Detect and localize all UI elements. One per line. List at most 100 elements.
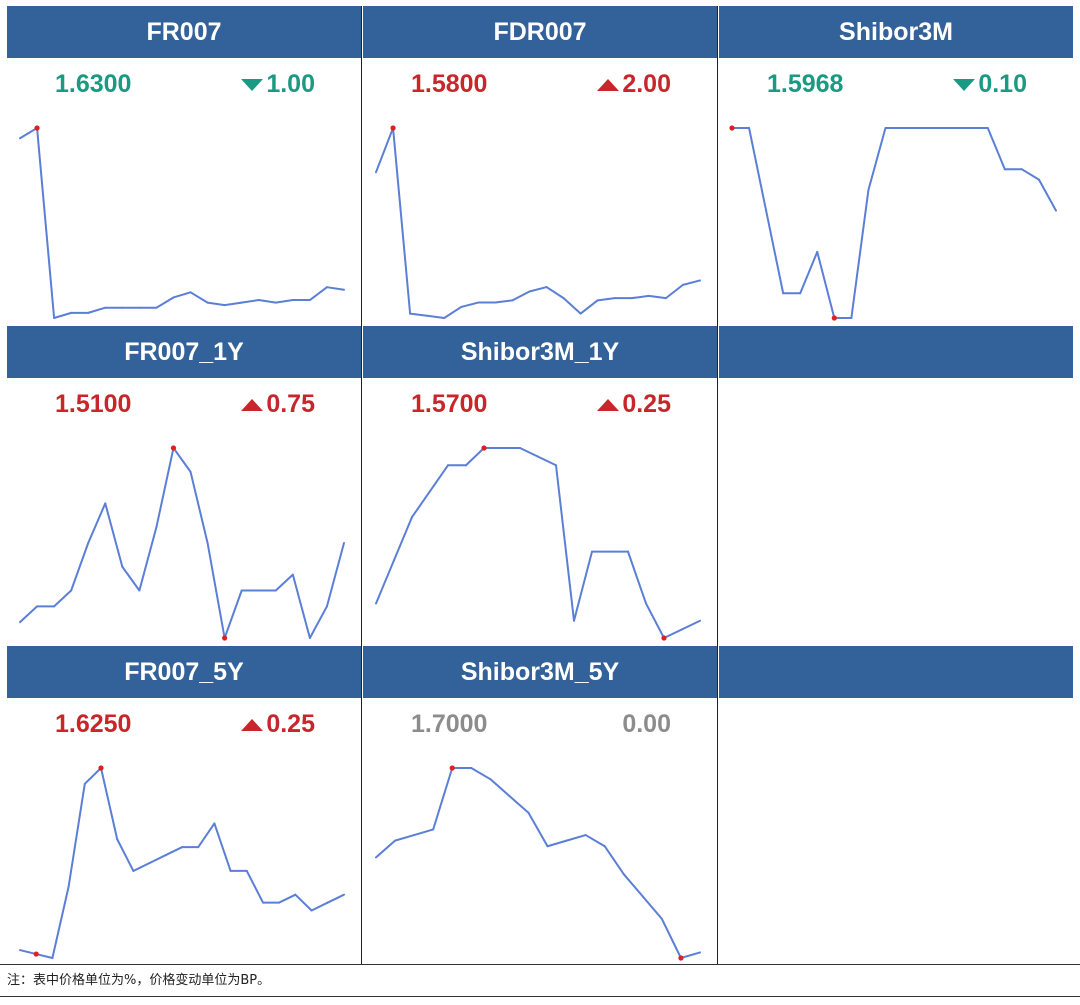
sparkline-segment bbox=[393, 516, 413, 562]
sparkline-segment bbox=[206, 542, 226, 639]
sparkline bbox=[375, 765, 701, 961]
change-text: 0.25 bbox=[622, 390, 671, 418]
sparkline-segment bbox=[155, 296, 175, 309]
sparkline-segment bbox=[308, 605, 328, 639]
sparkline-segment bbox=[429, 464, 449, 493]
header-fr007: FR007 bbox=[7, 6, 361, 58]
sparkline-segment bbox=[310, 901, 329, 912]
extreme-point bbox=[33, 951, 39, 957]
triangle-up-icon bbox=[241, 718, 264, 731]
sparkline-segment bbox=[164, 846, 183, 857]
header-empty-row2 bbox=[719, 326, 1073, 378]
sparkline-segment bbox=[116, 838, 135, 872]
sparkline-segment bbox=[138, 526, 158, 592]
sparkline-segment bbox=[83, 767, 102, 785]
sparkline-segment bbox=[679, 951, 701, 959]
sparkline-segment bbox=[663, 628, 683, 639]
sparkline-segment bbox=[394, 834, 416, 842]
sparkline-segment bbox=[681, 619, 701, 631]
change-text: 0.75 bbox=[266, 390, 315, 418]
current-value: 1.7000 bbox=[411, 710, 488, 738]
sparkline-segment bbox=[51, 885, 70, 959]
change-value: 1.00 bbox=[241, 70, 315, 99]
header-shibor3m-5y: Shibor3M_5Y bbox=[363, 646, 717, 698]
sparkline-segment bbox=[148, 854, 167, 864]
sparkline-segment bbox=[622, 873, 644, 898]
sparkline-segment bbox=[519, 447, 539, 458]
change-text: 1.00 bbox=[266, 70, 315, 98]
sparkline-segment bbox=[584, 834, 606, 848]
sparkline-segment bbox=[494, 299, 514, 304]
panel-shibor3m: 1.5968 0.10 bbox=[719, 58, 1075, 326]
sparkline-segment bbox=[647, 294, 667, 300]
sparkline bbox=[375, 445, 701, 641]
header-shibor3m: Shibor3M bbox=[719, 6, 1073, 58]
sparkline-segment bbox=[19, 127, 39, 140]
change-value: 0.25 bbox=[241, 710, 315, 739]
sparkline-segment bbox=[850, 188, 870, 319]
sparkline-segment bbox=[596, 297, 616, 302]
sparkline-segment bbox=[641, 895, 663, 920]
change-value: 0.75 bbox=[241, 390, 315, 419]
sparkline-segment bbox=[375, 839, 397, 859]
column-divider bbox=[361, 6, 362, 964]
sparkline-segment bbox=[172, 291, 192, 299]
sparkline-segment bbox=[375, 127, 395, 174]
sparkline-segment bbox=[1020, 168, 1040, 181]
sparkline-segment bbox=[87, 502, 107, 544]
sparkline-segment bbox=[573, 550, 593, 622]
sparkline-segment bbox=[155, 447, 175, 529]
sparkline-segment bbox=[223, 589, 243, 639]
sparkline-segment bbox=[765, 209, 785, 295]
sparkline-segment bbox=[257, 299, 277, 304]
sparkline-segment bbox=[603, 845, 625, 876]
sparkline-segment bbox=[294, 893, 313, 912]
current-value: 1.5800 bbox=[411, 70, 488, 98]
sparkline bbox=[19, 445, 345, 641]
current-value: 1.5968 bbox=[767, 70, 844, 98]
sparkline-segment bbox=[489, 778, 511, 797]
sparkline-segment bbox=[223, 301, 243, 307]
sparkline-segment bbox=[527, 811, 549, 848]
sparkline-segment bbox=[537, 455, 557, 467]
change-text: 0.00 bbox=[622, 710, 671, 738]
sparkline-segment bbox=[392, 127, 412, 315]
sparkline-segment bbox=[53, 311, 73, 319]
sparkline-segment bbox=[565, 834, 587, 842]
extreme-point bbox=[390, 125, 396, 131]
change-text: 2.00 bbox=[622, 70, 671, 98]
sparkline-segment bbox=[197, 822, 216, 849]
sparkline-segment bbox=[816, 250, 836, 319]
change-text: 0.25 bbox=[266, 710, 315, 738]
sparkline-segment bbox=[630, 294, 650, 300]
sparkline-segment bbox=[36, 127, 56, 319]
sparkline-segment bbox=[426, 314, 446, 319]
current-value: 1.6300 bbox=[55, 70, 132, 98]
header-fr007-1y: FR007_1Y bbox=[7, 326, 361, 378]
sparkline bbox=[375, 125, 701, 319]
sparkline-segment bbox=[121, 565, 141, 592]
sparkline-segment bbox=[660, 917, 682, 959]
sparkline-segment bbox=[867, 127, 887, 191]
sparkline bbox=[729, 125, 1057, 321]
sparkline-segment bbox=[325, 542, 345, 608]
sparkline-segment bbox=[35, 953, 54, 959]
sparkline-segment bbox=[240, 299, 260, 304]
panel-shibor3m-1y: 1.5700 0.25 bbox=[363, 378, 719, 646]
sparkline-segment bbox=[274, 573, 294, 592]
extreme-point bbox=[98, 765, 104, 771]
rates-dashboard-grid: FR007 FDR007 Shibor3M FR007_1Y Shibor3M_… bbox=[7, 6, 1073, 964]
sparkline-segment bbox=[87, 306, 107, 314]
sparkline-segment bbox=[627, 550, 647, 605]
sparkline-segment bbox=[508, 794, 530, 814]
panel-fr007: 1.6300 1.00 bbox=[7, 58, 363, 326]
sparkline-segment bbox=[986, 127, 1006, 171]
sparkline-segment bbox=[664, 283, 684, 300]
sparkline-segment bbox=[799, 250, 819, 295]
panel-fr007-5y: 1.6250 0.25 bbox=[7, 698, 363, 966]
panel-fdr007: 1.5800 2.00 bbox=[363, 58, 719, 326]
sparkline-segment bbox=[460, 301, 480, 308]
sparkline-segment bbox=[132, 862, 151, 872]
sparkline-segment bbox=[70, 542, 90, 592]
sparkline-segment bbox=[545, 286, 565, 300]
